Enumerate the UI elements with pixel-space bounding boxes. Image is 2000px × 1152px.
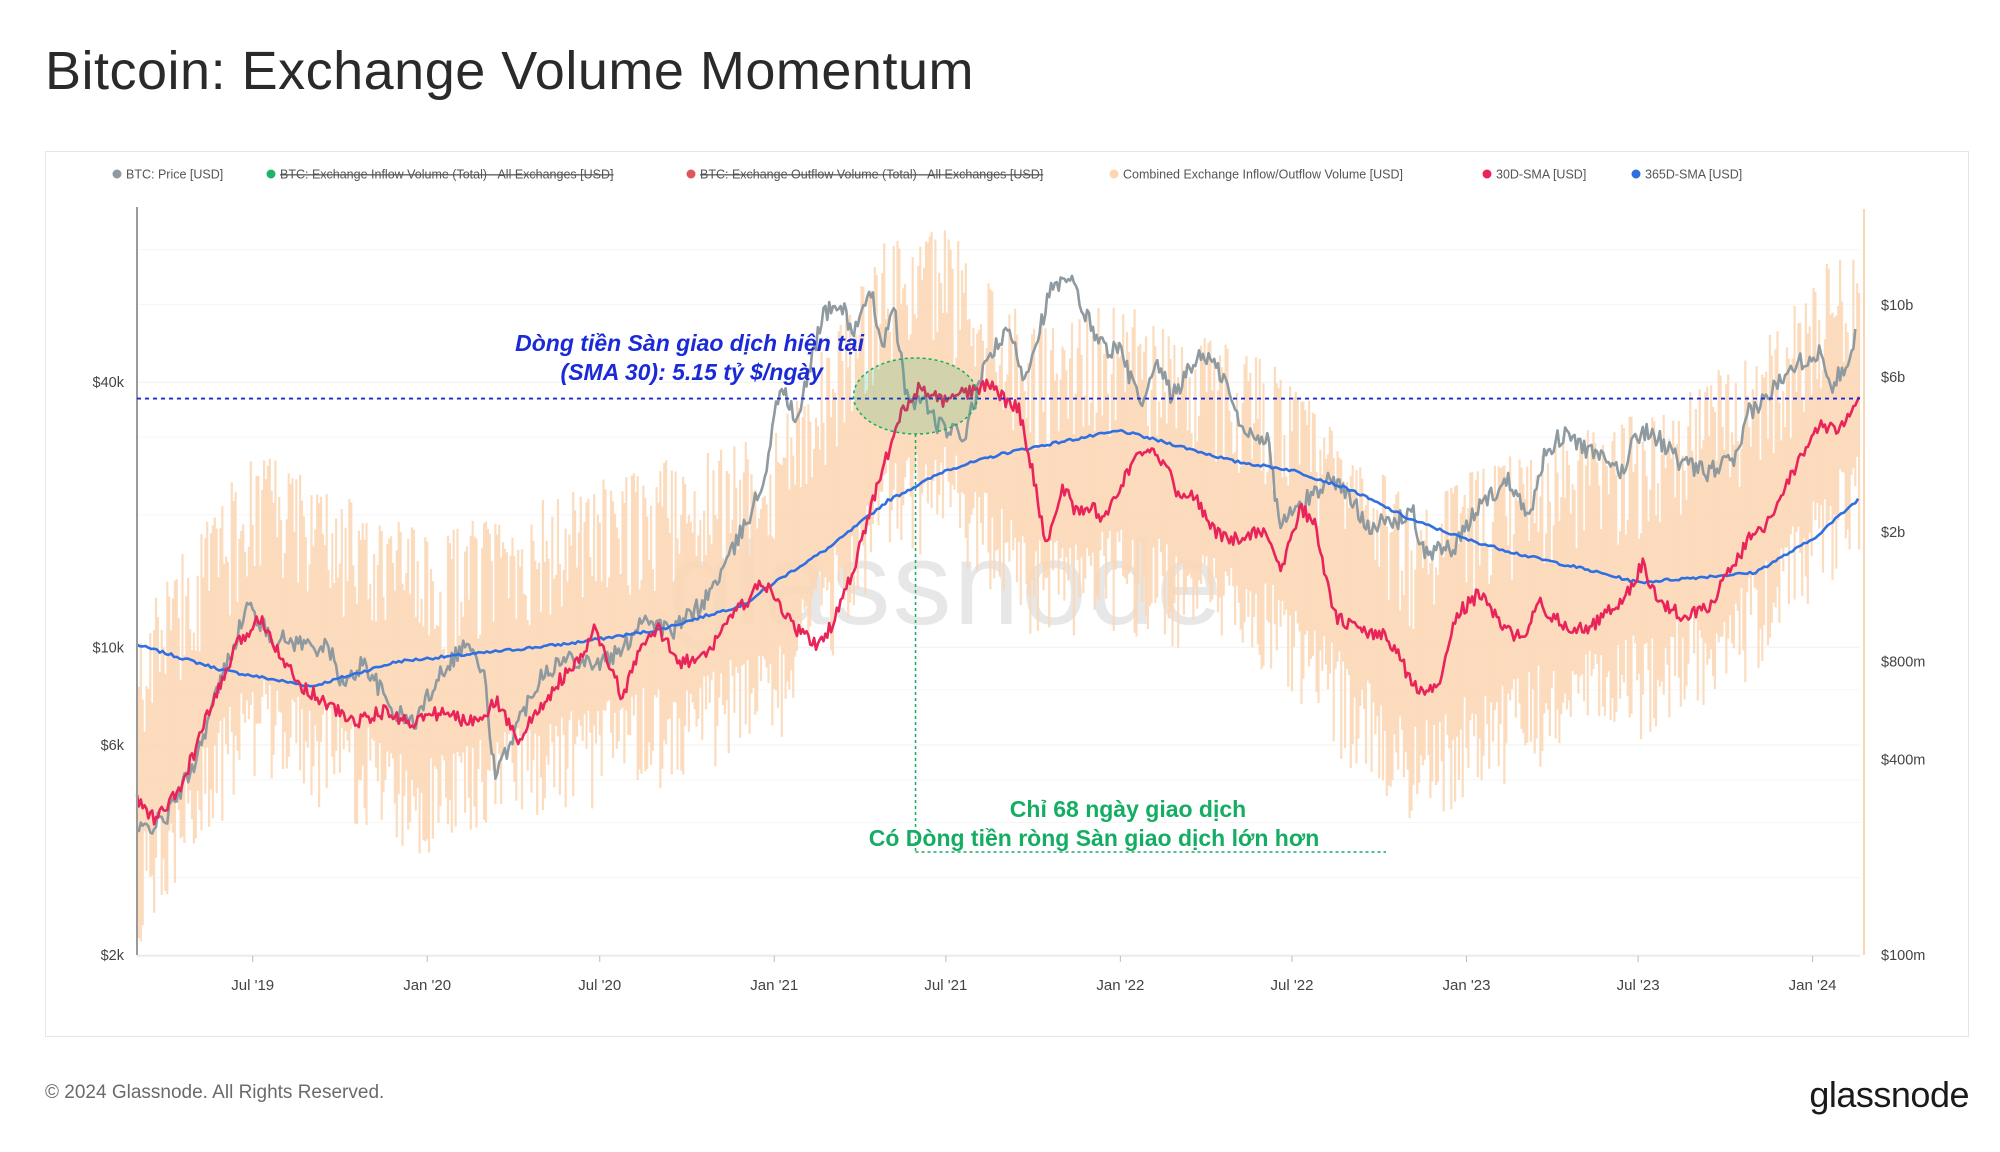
page-title: Bitcoin: Exchange Volume Momentum [45,41,974,101]
annotation-current-flow-line1: Dòng tiền Sàn giao dịch hiện tại [515,330,864,356]
legend-dot-icon [686,169,696,179]
y-right-tick-label: $800m [1881,654,1925,670]
x-tick-label: Jan '24 [1789,977,1837,994]
annotation-days-line2: Có Dòng tiền ròng Sàn giao dịch lớn hơn [869,825,1320,851]
y-left-tick-label: $40k [93,375,125,391]
legend-item: BTC: Exchange Inflow Volume (Total) - Al… [266,168,613,182]
chart: BTC: Price [USD] BTC: Exchange Inflow Vol… [93,168,1926,995]
legend-item: Combined Exchange Inflow/Outflow Volume … [1109,168,1403,182]
x-tick-label: Jul '21 [924,977,967,994]
legend-item: BTC: Price [USD] [112,168,223,182]
y-left-tick-label: $2k [101,948,125,964]
legend-item: 30D-SMA [USD] [1482,168,1586,182]
legend-label: 365D-SMA [USD] [1645,168,1742,182]
y-right-tick-label: $400m [1881,752,1925,768]
annotation-current-flow-line2: (SMA 30): 5.15 tỷ $/ngày [561,359,825,385]
x-tick-label: Jan '21 [750,977,798,994]
copyright: © 2024 Glassnode. All Rights Reserved. [45,1082,385,1103]
y-right-tick-label: $6b [1881,370,1905,386]
x-tick-label: Jan '22 [1096,977,1144,994]
legend-label: BTC: Exchange Inflow Volume (Total) - Al… [280,168,613,182]
x-tick-label: Jul '23 [1617,977,1660,994]
legend-item: 365D-SMA [USD] [1631,168,1742,182]
y-right-tick-label: $100m [1881,948,1925,964]
combined-volume-series [135,209,1865,955]
x-tick-label: Jan '20 [403,977,451,994]
y-right-tick-label: $10b [1881,298,1913,314]
y-left-tick-label: $6k [101,738,125,754]
x-tick-label: Jan '23 [1443,977,1491,994]
y-right-tick-label: $2b [1881,525,1905,541]
x-tick-label: Jul '19 [231,977,274,994]
legend-dot-icon [266,169,276,179]
legend-label: 30D-SMA [USD] [1496,168,1586,182]
legend-dot-icon [1109,169,1119,179]
btc-price-line [136,274,1857,835]
legend-dot-icon [1482,169,1492,179]
sma-365-line [136,428,1860,688]
legend-label: Combined Exchange Inflow/Outflow Volume … [1123,168,1403,182]
x-tick-label: Jul '22 [1271,977,1314,994]
annotation-days-line1: Chỉ 68 ngày giao dịch [1010,796,1246,822]
legend-item: BTC: Exchange Outflow Volume (Total) - A… [686,168,1043,182]
chart-panel: BTC: Price [USD] BTC: Exchange Inflow Vol… [45,151,1969,1037]
legend-dot-icon [1631,169,1641,179]
brand-logo: glassnode [1809,1074,1969,1115]
legend-label: BTC: Price [USD] [126,168,223,182]
legend-dot-icon [112,169,122,179]
sma-30-line [135,378,1861,826]
legend-label: BTC: Exchange Outflow Volume (Total) - A… [700,168,1043,182]
x-tick-label: Jul '20 [578,977,621,994]
peak-region-highlight [852,357,979,435]
y-left-tick-label: $10k [93,640,125,656]
